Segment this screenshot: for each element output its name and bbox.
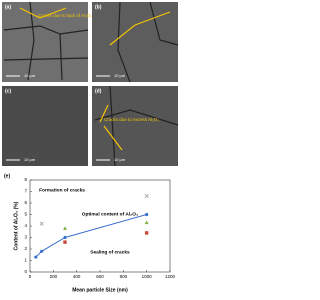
- point: [144, 220, 149, 225]
- arrow: [109, 24, 136, 46]
- y-tick-label: 0: [24, 269, 27, 274]
- sem-image: [92, 2, 178, 82]
- panel-label: (a): [5, 4, 11, 10]
- panel-caption: Cracks due to lack of Al₂O₃: [38, 13, 92, 18]
- scale-label: 10 μm: [24, 73, 36, 78]
- point: [63, 235, 67, 240]
- y-tick-label: 2: [24, 246, 27, 251]
- x-tick-label: 1000: [142, 274, 153, 279]
- arrow: [19, 7, 41, 19]
- point: [144, 231, 149, 235]
- point: [145, 212, 149, 217]
- scale-label: 10 μm: [24, 157, 36, 162]
- point: [34, 255, 38, 259]
- x-tick-label: 400: [73, 274, 81, 279]
- point: [39, 221, 44, 226]
- point: [63, 240, 67, 244]
- arrow: [39, 7, 67, 19]
- x-tick-label: 200: [50, 274, 58, 279]
- y-tick-label: 1: [24, 258, 27, 263]
- sem-image: [92, 86, 178, 166]
- sem-image: [2, 86, 88, 166]
- x-tick-label: 1200: [165, 274, 176, 279]
- annotation: Formation of cracks: [39, 187, 85, 193]
- y-tick-label: 4: [24, 223, 27, 228]
- crack: [117, 1, 179, 83]
- y-tick-label: 3: [24, 235, 27, 240]
- x-tick-label: 0: [29, 274, 32, 279]
- annotation: Optimal content of Al₂O₃: [82, 211, 138, 217]
- panel-label: (d): [95, 88, 102, 94]
- scale-label: 10 μm: [114, 73, 126, 78]
- crack: [3, 1, 89, 81]
- panel-label: (b): [95, 4, 102, 10]
- plot-frame: [29, 179, 171, 273]
- arrow: [99, 104, 109, 123]
- arrow: [134, 11, 171, 26]
- x-axis-title: Mean particle Size (nm): [72, 287, 128, 293]
- point: [144, 194, 149, 199]
- panel-caption: Cracks due to excess Al₂O₃: [104, 117, 159, 122]
- crack: [94, 85, 179, 167]
- panel-label: (e): [4, 173, 10, 179]
- sem-image: [2, 2, 88, 82]
- sem-texture: [3, 1, 179, 167]
- arrow: [103, 125, 123, 151]
- series-line: [35, 214, 147, 258]
- point: [40, 249, 44, 253]
- annotation: Sealing of cracks: [90, 249, 130, 255]
- point: [63, 226, 67, 230]
- x-tick-label: 600: [96, 274, 104, 279]
- y-tick-label: 6: [24, 200, 27, 205]
- y-tick-label: 5: [24, 212, 27, 217]
- y-axis-title: Content of Al₂O₃ (%): [13, 201, 19, 250]
- panel-label: (c): [5, 88, 11, 94]
- x-tick-label: 800: [120, 274, 128, 279]
- scale-label: 10 μm: [114, 157, 126, 162]
- y-tick-label: 8: [24, 177, 27, 182]
- y-tick-label: 7: [24, 189, 27, 194]
